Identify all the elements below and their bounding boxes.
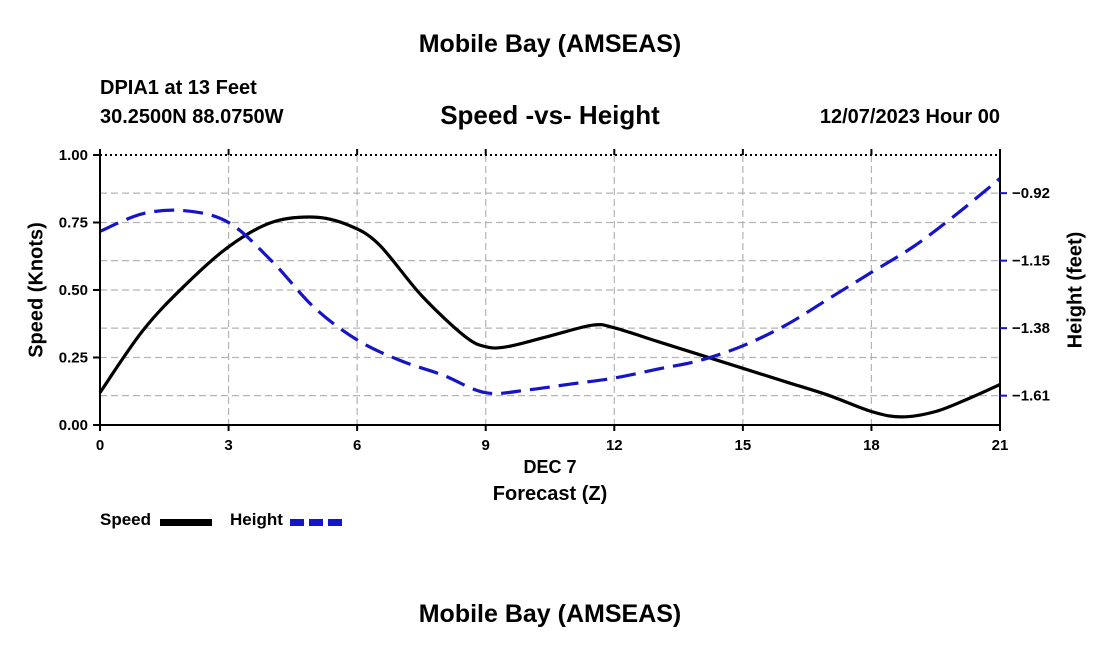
station-coords: 30.2500N 88.0750W: [100, 106, 284, 128]
y2-tick-label: −0.92: [1012, 185, 1050, 202]
x-tick-label: 3: [224, 437, 232, 454]
footer-title: Mobile Bay (AMSEAS): [418, 600, 682, 628]
x-axis-title: Forecast (Z): [492, 483, 608, 505]
x-tick-label: 9: [482, 437, 490, 454]
x-tick-label: 6: [353, 437, 361, 454]
series-line-height: [99, 177, 1002, 396]
x-tick-label: 0: [96, 437, 104, 454]
y2-tick-label: −1.61: [1012, 388, 1050, 405]
x-axis-date-label: DEC 7: [523, 457, 577, 477]
legend-speed-swatch: [160, 519, 212, 526]
y-tick-label: 1.00: [59, 147, 88, 164]
legend-height-label: Height: [230, 510, 283, 529]
legend-height-swatch: [290, 519, 342, 526]
x-tick-label: 21: [992, 437, 1009, 454]
x-tick-label: 18: [863, 437, 880, 454]
station-label: DPIA1 at 13 Feet: [100, 77, 257, 99]
series-line-speed: [98, 215, 1001, 419]
y2-tick-label: −1.15: [1012, 253, 1050, 270]
legend-speed-label: Speed: [100, 510, 152, 529]
y-tick-label: 0.25: [59, 350, 88, 367]
y-tick-label: 0.00: [59, 417, 88, 434]
chart-header-title: Mobile Bay (AMSEAS): [418, 30, 682, 58]
x-tick-label: 15: [735, 437, 752, 454]
y-tick-label: 0.50: [59, 282, 88, 299]
y-tick-label: 0.75: [59, 215, 88, 232]
forecast-date-hour: 12/07/2023 Hour 00: [819, 106, 1000, 128]
y2-tick-label: −1.38: [1012, 320, 1050, 337]
x-tick-label: 12: [606, 437, 623, 454]
chart-title: Speed -vs- Height: [440, 100, 660, 130]
